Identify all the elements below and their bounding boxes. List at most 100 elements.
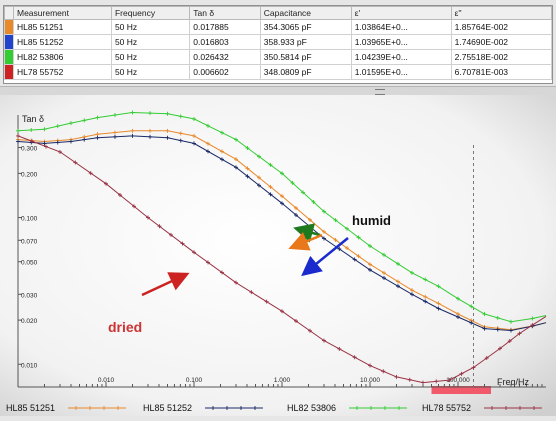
table-row[interactable]: HL85 51251 50 Hz 0.017885 354.3065 pF 1.… — [4, 19, 553, 35]
legend-marker — [383, 406, 387, 410]
table-row[interactable]: HL78 55752 50 Hz 0.006602 348.0809 pF 1.… — [4, 64, 553, 80]
header-eps-real[interactable]: ε' — [350, 6, 452, 20]
chart-axes: 0.300 0.200 0.100 0.070 0.050 0.030 0.020 0.010… — [17, 115, 546, 394]
data-point-marker — [112, 134, 117, 139]
color-swatch — [5, 50, 13, 64]
cell-measurement: HL78 55752 — [13, 64, 112, 80]
data-point-marker — [517, 331, 522, 336]
data-point-marker — [321, 236, 326, 241]
data-point-marker — [381, 276, 386, 280]
data-point-marker — [280, 201, 284, 206]
header-frequency[interactable]: Frequency — [110, 6, 191, 20]
data-point-marker — [508, 319, 513, 324]
measurement-table: Measurement Frequency Tan δ Capacitance … — [4, 6, 553, 80]
data-point-marker — [57, 149, 62, 154]
data-point-marker — [145, 215, 150, 220]
data-point-marker — [307, 217, 312, 222]
data-point-marker — [356, 254, 361, 259]
data-point-marker — [112, 113, 117, 118]
color-swatch — [5, 20, 13, 34]
data-point-marker — [219, 270, 224, 275]
data-point-marker — [157, 224, 162, 229]
data-point-marker — [290, 180, 295, 185]
legend-marker — [239, 406, 243, 410]
y-tick-label: 0.200 — [21, 171, 38, 178]
data-point-marker — [148, 111, 152, 116]
legend-marker — [355, 406, 359, 410]
legend-label: HL82 53806 — [287, 403, 336, 413]
x-tick-label: 10.000 — [360, 377, 380, 384]
tan-delta-chart: 0.300 0.200 0.100 0.070 0.050 0.030 0.020 0.010… — [0, 95, 556, 416]
data-point-marker — [192, 141, 196, 146]
data-point-marker — [495, 327, 500, 332]
data-point-marker — [344, 246, 349, 251]
cell-eps-real: 1.03864E+0... — [350, 19, 452, 35]
series-line — [17, 130, 547, 331]
data-point-marker — [352, 355, 357, 360]
data-point-marker — [168, 232, 173, 237]
y-tick-label: 0.100 — [21, 216, 38, 223]
data-point-marker — [407, 377, 412, 382]
cell-tan-delta: 0.016803 — [189, 34, 261, 50]
data-point-marker — [43, 144, 48, 149]
data-point-marker — [482, 326, 487, 331]
data-point-marker — [423, 294, 428, 299]
data-point-marker — [256, 183, 261, 188]
header-measurement[interactable]: Measurement — [13, 6, 112, 20]
x-tick-label: 0.100 — [186, 377, 203, 384]
data-point-marker — [82, 118, 87, 123]
legend-marker — [532, 406, 536, 410]
data-point-marker — [293, 213, 298, 218]
data-point-marker — [245, 166, 250, 171]
data-point-marker — [268, 184, 273, 189]
legend-marker — [74, 406, 78, 410]
data-point-marker — [82, 137, 87, 142]
swatch-header — [4, 6, 14, 20]
legend-label: HL85 51252 — [143, 403, 192, 413]
cell-eps-imag: 1.74690E-002 — [450, 34, 553, 50]
data-point-marker — [381, 270, 386, 275]
data-point-marker — [249, 290, 254, 295]
table-row[interactable]: HL85 51252 50 Hz 0.016803 358.933 pF 1.0… — [4, 34, 553, 50]
legend-label: HL78 55752 — [422, 403, 471, 413]
data-point-marker — [245, 146, 250, 151]
splitter-grip-icon[interactable] — [375, 89, 385, 95]
data-point-marker — [368, 243, 372, 248]
frequency-range-highlight — [431, 386, 491, 394]
x-tick-label: 1.000 — [274, 377, 291, 384]
data-point-marker — [205, 260, 210, 265]
data-point-marker — [344, 226, 349, 231]
table-row[interactable]: HL82 53806 50 Hz 0.026432 350.5814 pF 1.… — [4, 49, 553, 65]
data-point-marker — [333, 218, 338, 223]
data-point-marker — [300, 190, 305, 195]
cell-tan-delta: 0.026432 — [189, 49, 261, 65]
cell-frequency: 50 Hz — [110, 34, 191, 50]
cell-eps-real: 1.03965E+0... — [350, 34, 452, 50]
cell-eps-imag: 2.75518E-002 — [450, 49, 553, 65]
data-point-marker — [423, 277, 428, 282]
header-tan-delta[interactable]: Tan δ — [189, 6, 261, 20]
data-point-marker — [311, 199, 316, 204]
data-point-marker — [395, 261, 400, 266]
data-point-marker — [337, 246, 342, 251]
x-tick-label: 0.010 — [98, 377, 115, 384]
data-point-marker — [256, 154, 261, 159]
humid-arrow-green — [293, 223, 321, 243]
chart-background — [0, 95, 556, 416]
header-capacitance[interactable]: Capacitance — [259, 6, 352, 20]
data-point-marker — [180, 241, 185, 246]
data-point-marker — [192, 133, 196, 138]
data-point-marker — [409, 270, 414, 275]
data-point-marker — [368, 267, 372, 272]
series-line — [17, 135, 547, 332]
data-point-marker — [42, 141, 47, 146]
cell-frequency: 50 Hz — [110, 64, 191, 80]
data-point-marker — [395, 279, 400, 284]
data-point-marker — [482, 312, 487, 317]
data-point-marker — [233, 165, 238, 170]
data-point-marker — [245, 174, 250, 179]
data-point-marker — [469, 304, 474, 309]
data-point-marker — [497, 346, 502, 351]
header-eps-imag[interactable]: ε'' — [450, 6, 553, 20]
data-point-marker — [381, 369, 386, 374]
